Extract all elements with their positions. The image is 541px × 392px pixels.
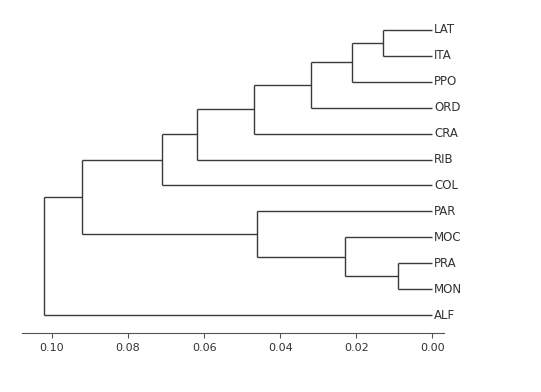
Text: COL: COL <box>434 179 458 192</box>
Text: MON: MON <box>434 283 462 296</box>
Text: MOC: MOC <box>434 231 461 244</box>
Text: RIB: RIB <box>434 153 454 166</box>
Text: CRA: CRA <box>434 127 458 140</box>
Text: ALF: ALF <box>434 309 455 321</box>
Text: PRA: PRA <box>434 257 457 270</box>
Text: PAR: PAR <box>434 205 457 218</box>
Text: PPO: PPO <box>434 75 457 88</box>
Text: ITA: ITA <box>434 49 452 62</box>
Text: LAT: LAT <box>434 24 455 36</box>
Text: ORD: ORD <box>434 101 460 114</box>
